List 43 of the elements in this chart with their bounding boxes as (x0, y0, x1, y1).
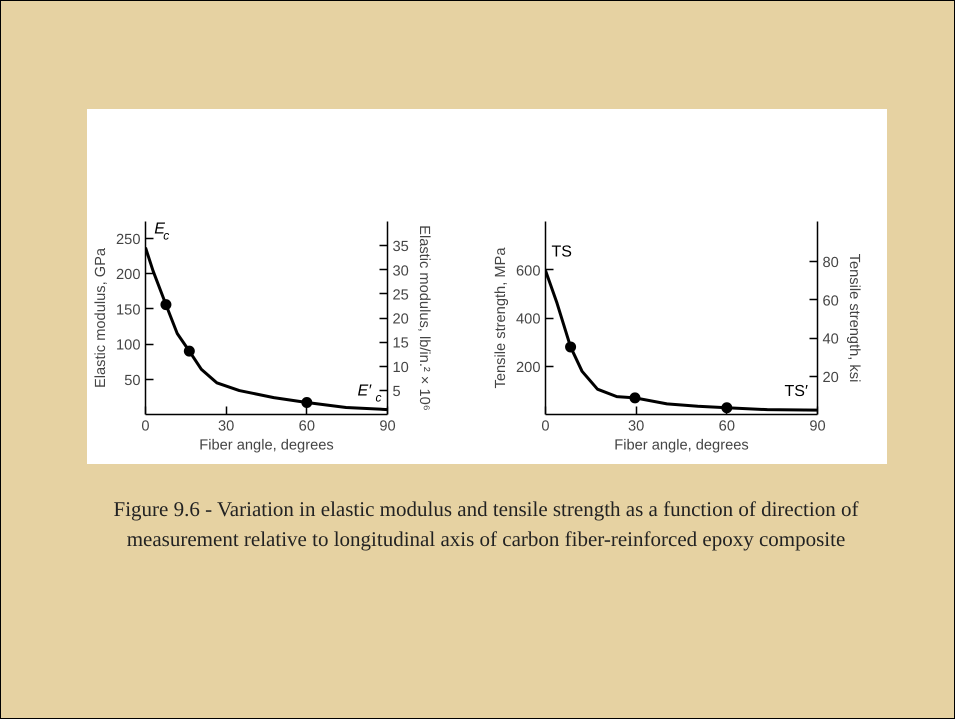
y2-tick-label: 30 (392, 263, 409, 280)
x-tick-label: 30 (218, 418, 234, 434)
y2-tick-label: 35 (392, 239, 409, 256)
y2-tick-label: 25 (392, 287, 409, 304)
x-axis-title: Fiber angle, degrees (199, 438, 334, 454)
y-tick-label: 600 (516, 263, 541, 280)
point (629, 392, 640, 404)
y2-tick-label: 5 (392, 384, 401, 400)
annotation: TS (552, 243, 572, 260)
caption: Figure 9.6 - Variation in elastic modulus and tensile strength as a function of direction of measurement relative to longitudinal axis of carbon fiber-reinforced epoxy composite (112, 496, 860, 553)
y-tick-label: 100 (116, 338, 141, 354)
y-axis-title: Elastic modulus, GPa (93, 247, 110, 388)
x-tick-label: 0 (141, 418, 150, 434)
point (301, 397, 312, 408)
y2-tick-label: 15 (392, 336, 409, 352)
y-tick-label: 200 (116, 267, 141, 284)
point (160, 299, 172, 310)
y2-tick-label: 10 (392, 360, 409, 376)
y-axis-title: Tensile strength, MPa (493, 246, 510, 388)
point (721, 402, 732, 414)
y2-tick-label: 60 (822, 293, 839, 310)
y-tick-label: 150 (116, 302, 141, 318)
x-tick-label: 90 (379, 418, 396, 434)
x-axis-title: Fiber angle, degrees (614, 438, 749, 454)
point (565, 341, 576, 352)
point (184, 346, 195, 357)
x-tick-label: 60 (718, 418, 735, 434)
x-tick-label: 0 (541, 418, 550, 434)
y-tick-label: 200 (516, 360, 541, 376)
y2-axis-title: Tensile strength, ksi (846, 254, 862, 382)
annotation: E′c (358, 382, 382, 405)
x-tick-label: 90 (809, 418, 826, 434)
y2-tick-label: 20 (392, 312, 409, 328)
annotation: TS′ (784, 383, 808, 400)
y2-tick-label: 80 (822, 255, 839, 272)
y2-tick-label: 20 (822, 370, 839, 386)
y-tick-label: 50 (124, 372, 141, 389)
y2-axis-title: Elastic modulus, lb/in.² × 10⁶ (416, 225, 432, 411)
x-tick-label: 60 (298, 418, 315, 434)
x-tick-label: 30 (628, 418, 644, 434)
y-tick-label: 250 (116, 232, 141, 248)
y2-tick-label: 40 (822, 332, 839, 348)
y-tick-label: 400 (516, 312, 541, 328)
